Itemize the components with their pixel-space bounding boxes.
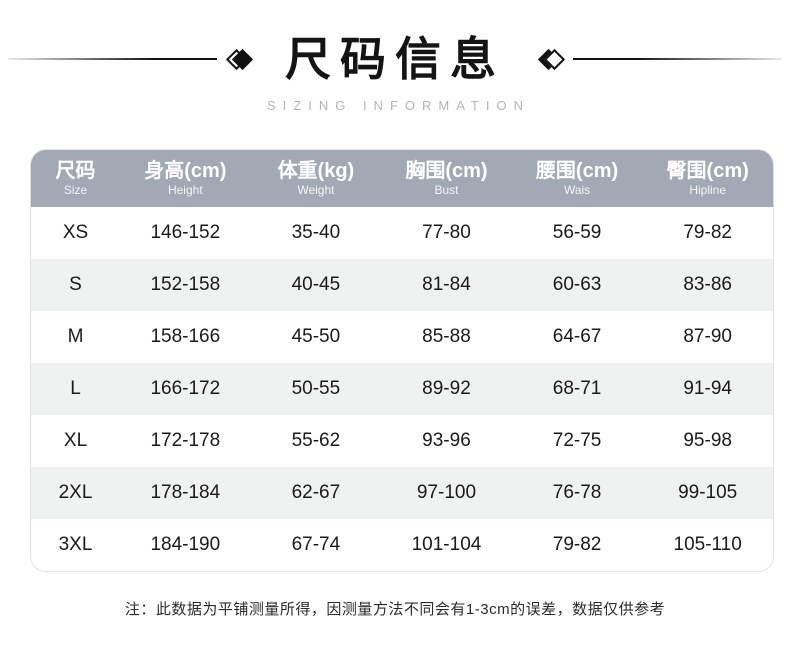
cell-weight: 55-62 (291, 430, 341, 451)
cell-hipline: 105-110 (673, 534, 742, 555)
cell-hipline: 99-105 (678, 482, 738, 503)
cell-height: 152-158 (150, 274, 221, 295)
cell-weight: 35-40 (291, 222, 341, 243)
header-label-en: Hipline (689, 182, 727, 197)
cell-waist: 79-82 (552, 534, 602, 555)
header-label-zh: 体重(kg) (277, 159, 355, 182)
cell-height: 166-172 (150, 378, 221, 399)
cell-hipline: 79-82 (683, 222, 732, 243)
cell-bust: 81-84 (422, 274, 471, 295)
cell-height: 172-178 (150, 430, 221, 451)
header-label-zh: 尺码 (55, 159, 96, 182)
cell-bust: 101-104 (411, 534, 482, 555)
cell-size: S (69, 274, 82, 295)
table-row-m: M 158-166 45-50 85-88 64-67 87-90 (31, 311, 773, 363)
header-size: 尺码 Size (31, 150, 121, 207)
header-height: 身高(cm) Height (120, 150, 251, 207)
size-table-body: XS 146-152 35-40 77-80 56-59 79-82 S 152… (31, 207, 773, 571)
size-table: 尺码 Size 身高(cm) Height 体重(kg) Weight 胸围(c… (31, 150, 773, 571)
cell-waist: 76-78 (552, 482, 602, 503)
diamond-ornament-left (217, 48, 261, 70)
cell-bust: 93-96 (422, 430, 471, 451)
cell-waist: 72-75 (552, 430, 602, 451)
table-row-s: S 152-158 40-45 81-84 60-63 83-86 (31, 259, 773, 311)
cell-height: 178-184 (150, 482, 221, 503)
cell-waist: 64-67 (552, 326, 602, 347)
measurement-note: 注：此数据为平铺测量所得，因测量方法不同会有1-3cm的误差，数据仅供参考 (124, 601, 666, 618)
cell-hipline: 91-94 (683, 378, 732, 399)
cell-weight: 62-67 (291, 482, 341, 503)
header-label-en: Size (63, 182, 88, 197)
header-waist: 腰围(cm) Wais (511, 150, 643, 207)
cell-size: M (67, 326, 84, 347)
table-row-xs: XS 146-152 35-40 77-80 56-59 79-82 (31, 207, 773, 259)
cell-bust: 85-88 (422, 326, 471, 347)
size-table-card: 尺码 Size 身高(cm) Height 体重(kg) Weight 胸围(c… (30, 149, 774, 572)
cell-waist: 60-63 (552, 274, 602, 295)
header-label-en: Weight (297, 182, 335, 197)
page-title: 尺码信息 (285, 32, 505, 86)
cell-size: XL (63, 430, 88, 451)
cell-weight: 67-74 (291, 534, 341, 555)
header-hipline: 臀围(cm) Hipline (642, 150, 773, 207)
header-label-en: Wais (563, 182, 591, 197)
cell-waist: 68-71 (552, 378, 602, 399)
page-subtitle: SIZING INFORMATION (267, 98, 530, 113)
cell-size: 3XL (58, 534, 93, 555)
diamond-ornament-right (529, 48, 573, 70)
table-row-2xl: 2XL 178-184 62-67 97-100 76-78 99-105 (31, 467, 773, 519)
cell-height: 158-166 (150, 326, 221, 347)
cell-weight: 50-55 (291, 378, 341, 399)
cell-hipline: 83-86 (683, 274, 732, 295)
header-label-zh: 胸围(cm) (405, 159, 488, 182)
cell-weight: 45-50 (291, 326, 341, 347)
cell-weight: 40-45 (291, 274, 341, 295)
title-row: 尺码信息 (0, 28, 790, 90)
header-label-zh: 腰围(cm) (535, 159, 619, 182)
cell-hipline: 87-90 (683, 326, 732, 347)
header-bust: 胸围(cm) Bust (381, 150, 512, 207)
cell-bust: 89-92 (422, 378, 471, 399)
size-chart-page: 尺码信息 SIZING INFORMATION 尺码 Size (0, 0, 790, 618)
cell-size: 2XL (58, 482, 93, 503)
header-label-en: Bust (434, 182, 459, 197)
cell-size: L (70, 378, 81, 399)
cell-waist: 56-59 (552, 222, 602, 243)
header-row: 尺码 Size 身高(cm) Height 体重(kg) Weight 胸围(c… (31, 150, 773, 207)
table-row-l: L 166-172 50-55 89-92 68-71 91-94 (31, 363, 773, 415)
title-block: 尺码信息 SIZING INFORMATION (0, 0, 790, 113)
divider-line-left (8, 58, 217, 60)
header-label-zh: 身高(cm) (144, 159, 227, 182)
cell-bust: 77-80 (422, 222, 471, 243)
cell-height: 146-152 (150, 222, 221, 243)
header-label-zh: 臀围(cm) (666, 159, 749, 182)
cell-size: XS (62, 222, 89, 243)
cell-hipline: 95-98 (683, 430, 732, 451)
table-row-xl: XL 172-178 55-62 93-96 72-75 95-98 (31, 415, 773, 467)
cell-bust: 97-100 (416, 482, 477, 503)
divider-line-right (573, 58, 782, 60)
table-row-3xl: 3XL 184-190 67-74 101-104 79-82 105-110 (31, 519, 773, 571)
header-weight: 体重(kg) Weight (250, 150, 382, 207)
header-label-en: Height (167, 182, 203, 197)
cell-height: 184-190 (150, 534, 221, 555)
size-table-header: 尺码 Size 身高(cm) Height 体重(kg) Weight 胸围(c… (31, 150, 773, 207)
